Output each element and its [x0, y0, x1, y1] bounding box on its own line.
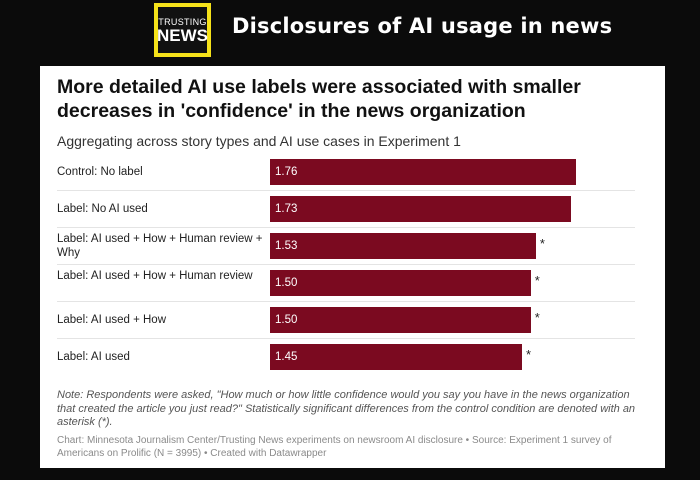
chart-source: Chart: Minnesota Journalism Center/Trust… — [57, 435, 612, 459]
category-label: Label: AI used + How — [57, 314, 167, 326]
bar-value-label: 1.53 — [275, 240, 298, 252]
category-label: Label: AI used + How + Human review + Wh… — [57, 233, 263, 259]
category-label: Label: AI used — [57, 351, 130, 363]
category-label: Label: AI used + How + Human review — [57, 270, 253, 282]
category-label: Label: No AI used — [57, 203, 148, 215]
bar — [270, 344, 523, 370]
chart-subtitle: Aggregating across story types and AI us… — [57, 133, 461, 149]
bar — [270, 307, 531, 333]
logo-line2: NEWS — [157, 25, 208, 45]
header-title: Disclosures of AI usage in news — [232, 14, 613, 38]
chart-title: More detailed AI use labels were associa… — [57, 76, 581, 122]
bar-value-label: 1.50 — [275, 277, 298, 289]
bar-value-label: 1.45 — [275, 351, 298, 363]
chart-card: More detailed AI use labels were associa… — [40, 66, 665, 468]
category-label: Control: No label — [57, 166, 143, 178]
bar-value-label: 1.50 — [275, 314, 298, 326]
bar-value-label: 1.73 — [275, 203, 298, 215]
logo-line1: TRUSTING — [158, 16, 207, 27]
row-separator — [57, 301, 635, 302]
chart-note: Note: Respondents were asked, "How much … — [57, 389, 636, 428]
row-separator — [57, 264, 635, 265]
bar — [270, 196, 571, 222]
trusting-news-logo: TRUSTING NEWS — [154, 3, 211, 57]
significance-asterisk: * — [539, 236, 545, 251]
bar-value-label: 1.76 — [275, 166, 298, 178]
significance-asterisk: * — [534, 310, 540, 325]
row-separator — [57, 190, 635, 191]
significance-asterisk: * — [534, 273, 540, 288]
significance-asterisk: * — [526, 347, 532, 362]
row-separator — [57, 227, 635, 228]
bar — [270, 233, 536, 259]
bar — [270, 159, 576, 185]
row-separator — [57, 338, 635, 339]
bar — [270, 270, 531, 296]
